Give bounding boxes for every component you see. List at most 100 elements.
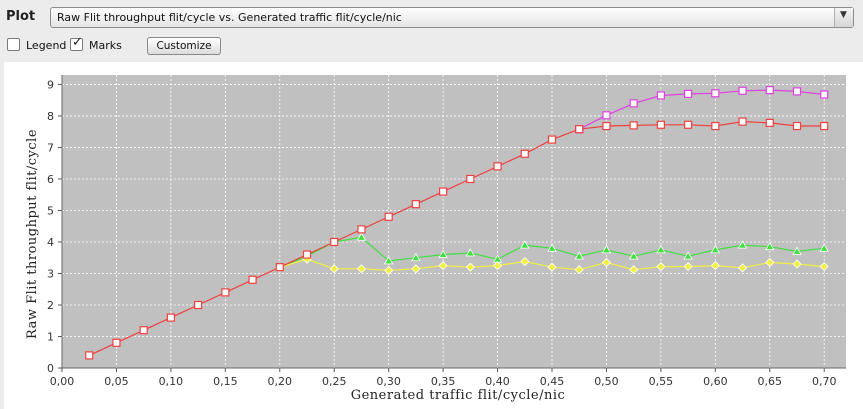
data-point-red [493,162,502,171]
y-tick-label: 6 [47,173,54,186]
x-tick-label: 0,50 [594,375,619,388]
data-point-red [738,117,747,126]
y-axis-title: Raw Flit throughput flit/cycle [25,129,40,339]
chevron-down-icon: ▼ [840,10,847,20]
data-point-yellow [520,256,530,267]
chart-panel: 0,00 0,05 0,10 0,15 0,20 0,25 0,30 0,35 0,40 0,45… [4,62,863,409]
legend-checkbox[interactable] [7,38,20,51]
data-point-magenta [792,87,802,96]
data-point-yellow [438,261,448,271]
data-point-magenta [765,86,774,95]
data-point-red [384,212,393,221]
x-tick-label: 0,45 [540,375,565,388]
data-point-red [602,121,611,131]
plot-label: Plot [6,9,36,24]
y-tick-label: 5 [47,204,54,217]
data-point-green [656,245,666,254]
x-tick-label: 0,00 [50,375,75,388]
data-point-red [656,120,665,129]
data-point-red [248,275,257,284]
x-axis-title: Generated traffic flit/cycle/nic [351,388,566,403]
marks-checkbox-label[interactable]: Marks [89,39,122,52]
data-point-red [112,338,121,347]
data-point-red [411,200,420,209]
line-chart: 0,00 0,05 0,10 0,15 0,20 0,25 0,30 0,35 0,40 0,45… [25,75,846,403]
data-point-green [411,252,421,262]
plot-toolbar: Plot Raw Flit throughput flit/cycle vs. … [0,0,863,62]
data-point-magenta [602,111,611,120]
data-point-yellow [411,264,421,274]
data-point-green [574,251,584,260]
series-line-red [88,120,825,356]
x-tick-label: 0,60 [703,375,728,388]
data-point-red [684,120,693,129]
data-point-magenta [656,91,665,100]
data-point-red [466,174,475,184]
y-tick-label: 9 [47,78,54,91]
plot-select-value: Raw Flit throughput flit/cycle vs. Gener… [57,11,402,24]
y-tick-label: 1 [47,330,54,343]
checkmark-icon: ✓ [72,35,83,50]
data-point-red [357,225,366,234]
data-point-green [520,240,530,249]
data-point-red [166,313,175,322]
data-point-magenta [684,89,693,99]
data-point-yellow [629,265,639,275]
data-point-magenta [820,90,829,99]
data-point-yellow [547,262,557,272]
data-point-green [792,246,802,255]
data-point-green [465,248,476,257]
data-point-yellow [792,259,802,269]
data-point-yellow [656,261,666,272]
data-point-green [819,243,829,252]
legend-checkbox-label[interactable]: Legend [26,39,67,52]
data-point-red [275,263,284,272]
x-tick-label: 0,25 [322,375,347,388]
x-tick-label: 0,10 [159,375,184,388]
data-point-red [221,288,230,297]
data-point-red [765,118,774,127]
data-point-green [356,232,367,241]
marks-checkbox[interactable]: ✓ [70,35,83,51]
customize-button[interactable]: Customize [147,37,221,55]
y-tick-label: 2 [47,299,54,312]
dropdown-arrow-button[interactable]: ▼ [834,8,853,27]
x-tick-label: 0,55 [649,375,674,388]
data-point-yellow [819,261,829,272]
data-point-red [330,237,339,247]
series-line-magenta [578,89,825,130]
data-point-yellow [574,265,584,275]
data-point-green [683,251,693,260]
data-point-yellow [737,263,748,273]
data-point-red [820,121,829,131]
plot-select-dropdown[interactable]: Raw Flit throughput flit/cycle vs. Gener… [50,7,854,28]
y-tick-label: 8 [47,110,54,123]
data-point-red [85,351,94,360]
data-point-red [575,125,584,134]
data-point-yellow [329,264,339,274]
x-tick-label: 0,05 [104,375,129,388]
y-tick-label: 7 [47,141,54,154]
x-tick-label: 0,15 [213,375,238,388]
data-point-red [439,187,448,196]
data-point-yellow [384,265,394,275]
data-point-green [547,243,557,252]
data-point-green [438,249,448,258]
data-point-yellow [492,261,503,271]
data-point-red [792,121,802,131]
x-tick-label: 0,40 [485,375,510,388]
data-point-red [520,149,529,158]
data-point-green [601,245,612,254]
data-point-red [547,135,557,144]
data-point-yellow [601,257,612,268]
x-tick-label: 0,20 [268,375,293,388]
y-tick-label: 3 [47,267,54,280]
data-point-yellow [683,261,693,272]
data-point-green [765,241,775,251]
data-point-red [194,300,203,310]
data-point-red [711,121,720,131]
data-point-red [629,121,638,130]
data-point-magenta [738,86,747,95]
data-point-green [628,251,639,260]
x-tick-label: 0,70 [812,375,837,388]
